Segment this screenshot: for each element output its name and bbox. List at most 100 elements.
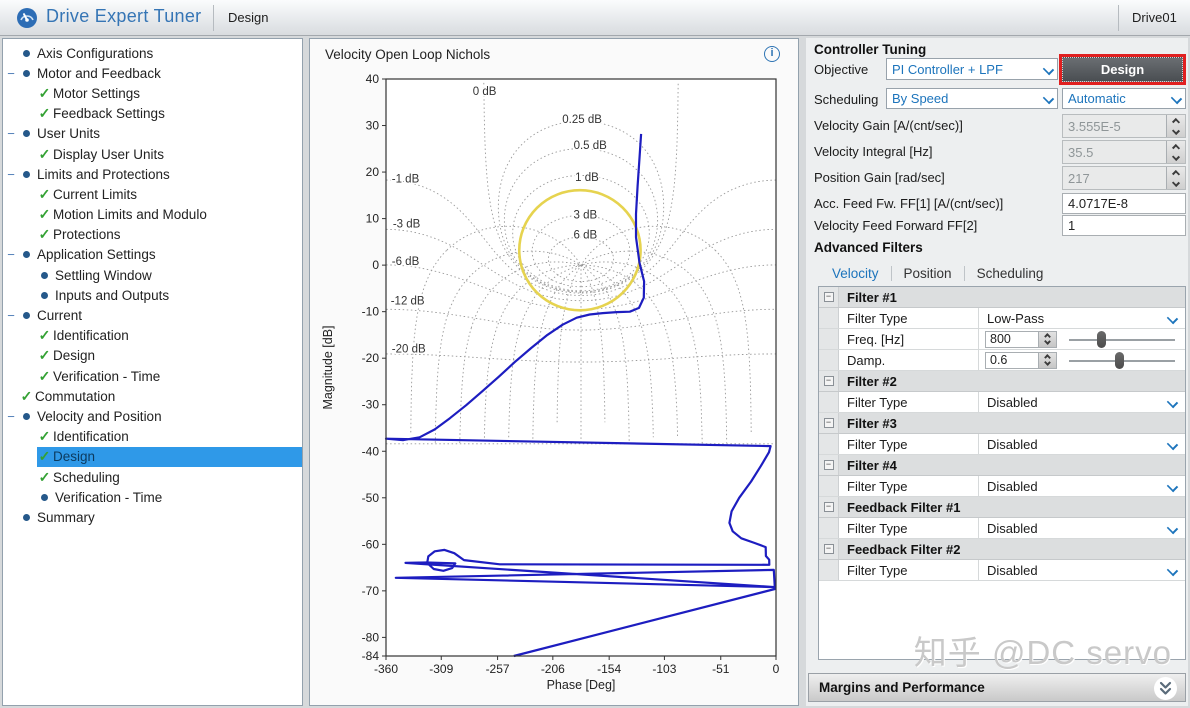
tree-item-body[interactable]: Settling Window — [37, 265, 302, 285]
filter-param-input[interactable]: 800 — [985, 330, 1039, 348]
spin-up-icon[interactable] — [1171, 117, 1181, 126]
tree-collapse-icon[interactable]: − — [7, 408, 15, 424]
filter-type-dropdown[interactable]: Disabled — [979, 518, 1185, 538]
collapse-icon[interactable]: − — [823, 376, 834, 386]
tree-item-body[interactable]: ✓ Commutation — [19, 386, 302, 406]
tree-item-axis-configurations[interactable]: Axis Configurations — [3, 43, 302, 63]
spin-down-icon[interactable] — [1171, 152, 1181, 161]
filter-type-dropdown[interactable]: Low-Pass — [979, 308, 1185, 328]
expand-double-chevron-icon[interactable] — [1154, 677, 1177, 700]
tree-item-body[interactable]: ✓ Feedback Settings — [37, 104, 302, 124]
filter-param-slider[interactable] — [1069, 330, 1175, 348]
filter-type-dropdown[interactable]: Disabled — [979, 560, 1185, 580]
filter-type-dropdown[interactable]: Disabled — [979, 434, 1185, 454]
tree-item-verification-time[interactable]: ✓ Verification - Time — [3, 366, 302, 386]
tree-item-body[interactable]: ✓ Motor Settings — [37, 83, 302, 103]
param-input[interactable]: 4.0717E-8 — [1062, 193, 1186, 214]
tree-item-design[interactable]: ✓ Design — [3, 446, 302, 467]
tree-item-identification[interactable]: ✓ Identification — [3, 326, 302, 346]
tab-position[interactable]: Position — [903, 265, 952, 281]
tree-item-body[interactable]: ✓ Motion Limits and Modulo — [37, 205, 302, 225]
slider-thumb[interactable] — [1096, 330, 1106, 348]
param-input[interactable]: 1 — [1062, 215, 1186, 236]
tree-item-settling-window[interactable]: Settling Window — [3, 265, 302, 285]
tree-collapse-icon[interactable]: − — [7, 308, 15, 324]
tree-collapse-icon[interactable]: − — [7, 65, 15, 81]
tree-item-current[interactable]: − Current — [3, 305, 302, 325]
tree-item-summary[interactable]: Summary — [3, 507, 302, 527]
filter-param-input[interactable]: 0.6 — [985, 351, 1039, 369]
collapse-icon[interactable]: − — [823, 460, 834, 470]
spin-up-icon[interactable] — [1171, 169, 1181, 178]
tree-item-body[interactable]: Motor and Feedback — [19, 63, 302, 83]
spinner-buttons[interactable] — [1166, 115, 1185, 137]
slider-thumb[interactable] — [1114, 351, 1124, 369]
tree-item-body[interactable]: Application Settings — [19, 245, 302, 265]
tree-item-current-limits[interactable]: ✓ Current Limits — [3, 184, 302, 204]
objective-dropdown[interactable]: PI Controller + LPF — [886, 58, 1058, 80]
tree-item-design[interactable]: ✓ Design — [3, 346, 302, 366]
tree-selection[interactable]: ✓ Design — [37, 446, 302, 467]
spinner-buttons[interactable] — [1166, 141, 1185, 163]
tree-item-inputs-and-outputs[interactable]: Inputs and Outputs — [3, 285, 302, 305]
tree-item-body[interactable]: ✓ Current Limits — [37, 184, 302, 204]
margins-and-performance-bar[interactable]: Margins and Performance — [808, 673, 1186, 702]
spin-down-icon[interactable] — [1171, 178, 1181, 187]
tree-item-application-settings[interactable]: − Application Settings — [3, 245, 302, 265]
spin-down-icon[interactable] — [1044, 359, 1051, 366]
filter-type-dropdown[interactable]: Disabled — [979, 476, 1185, 496]
filter-type-dropdown[interactable]: Disabled — [979, 392, 1185, 412]
tree-collapse-icon[interactable]: − — [7, 166, 15, 182]
tab-velocity[interactable]: Velocity — [832, 265, 879, 281]
spin-down-icon[interactable] — [1044, 338, 1051, 345]
tree-item-body[interactable]: ✓ Display User Units — [37, 144, 302, 164]
tree-item-body[interactable]: Axis Configurations — [19, 43, 302, 63]
spinner-buttons[interactable] — [1039, 330, 1057, 348]
tab-scheduling[interactable]: Scheduling — [976, 265, 1044, 281]
tree-item-body[interactable]: ✓ Identification — [37, 326, 302, 346]
tree-item-body[interactable]: ✓ Design — [37, 346, 302, 366]
tree-item-body[interactable]: Verification - Time — [37, 487, 302, 507]
chevron-down-icon — [1168, 566, 1177, 575]
collapse-icon[interactable]: − — [823, 544, 834, 554]
tree-item-commutation[interactable]: ✓ Commutation — [3, 386, 302, 406]
tab-design[interactable]: Design — [228, 10, 269, 25]
scheduling-dropdown[interactable]: By Speed — [886, 88, 1058, 109]
tree-item-body[interactable]: ✓ Identification — [37, 427, 302, 447]
tree-item-protections[interactable]: ✓ Protections — [3, 225, 302, 245]
tree-item-body[interactable]: Velocity and Position — [19, 406, 302, 426]
slider-track[interactable] — [1069, 338, 1175, 341]
collapse-icon[interactable]: − — [823, 292, 834, 302]
tree-item-body[interactable]: ✓ Scheduling — [37, 467, 302, 487]
design-button[interactable]: Design — [1062, 57, 1183, 82]
collapse-icon[interactable]: − — [823, 502, 834, 512]
tree-item-feedback-settings[interactable]: ✓ Feedback Settings — [3, 104, 302, 124]
tree-item-body[interactable]: ✓ Protections — [37, 225, 302, 245]
tree-item-verification-time[interactable]: Verification - Time — [3, 487, 302, 507]
tree-item-body[interactable]: User Units — [19, 124, 302, 144]
scheduling-mode-dropdown[interactable]: Automatic — [1062, 88, 1186, 109]
tree-item-limits-and-protections[interactable]: − Limits and Protections — [3, 164, 302, 184]
tree-item-motion-limits-and-modulo[interactable]: ✓ Motion Limits and Modulo — [3, 205, 302, 225]
tree-item-display-user-units[interactable]: ✓ Display User Units — [3, 144, 302, 164]
collapse-icon[interactable]: − — [823, 418, 834, 428]
filter-param-slider[interactable] — [1069, 351, 1175, 369]
tree-item-motor-settings[interactable]: ✓ Motor Settings — [3, 83, 302, 103]
tree-item-body[interactable]: Limits and Protections — [19, 164, 302, 184]
tree-item-user-units[interactable]: − User Units — [3, 124, 302, 144]
tree-collapse-icon[interactable]: − — [7, 126, 15, 142]
info-icon[interactable]: i — [764, 46, 780, 62]
tree-collapse-icon[interactable]: − — [7, 247, 15, 263]
tree-item-body[interactable]: Inputs and Outputs — [37, 285, 302, 305]
tree-item-identification[interactable]: ✓ Identification — [3, 427, 302, 447]
tree-item-scheduling[interactable]: ✓ Scheduling — [3, 467, 302, 487]
tree-item-velocity-and-position[interactable]: − Velocity and Position — [3, 406, 302, 426]
spinner-buttons[interactable] — [1166, 167, 1185, 189]
spin-down-icon[interactable] — [1171, 126, 1181, 135]
tree-item-motor-and-feedback[interactable]: − Motor and Feedback — [3, 63, 302, 83]
tree-item-body[interactable]: ✓ Verification - Time — [37, 366, 302, 386]
spinner-buttons[interactable] — [1039, 351, 1057, 369]
tree-item-body[interactable]: Current — [19, 305, 302, 325]
spin-up-icon[interactable] — [1171, 143, 1181, 152]
tree-item-body[interactable]: Summary — [19, 507, 302, 527]
